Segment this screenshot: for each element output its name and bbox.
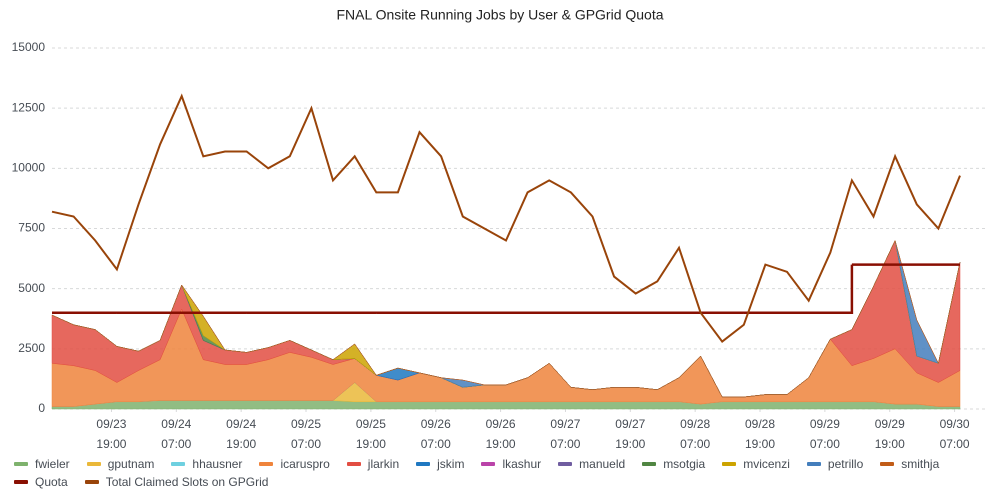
legend-item: msotgia — [642, 455, 705, 473]
x-tick-label: 09/27 19:00 — [615, 417, 646, 451]
legend-item: jskim — [416, 455, 464, 473]
legend-swatch — [880, 462, 895, 466]
x-tick-label: 09/25 07:00 — [291, 417, 322, 451]
legend-swatch — [806, 462, 821, 466]
y-tick-label: 15000 — [12, 40, 46, 54]
legend-label: Total Claimed Slots on GPGrid — [105, 475, 269, 489]
y-tick-label: 12500 — [12, 100, 46, 114]
lines — [51, 93, 961, 344]
legend-item: petrillo — [806, 455, 864, 473]
legend-label: mvicenzi — [743, 457, 790, 471]
legend-label: manueld — [579, 457, 626, 471]
legend-swatch — [84, 480, 99, 484]
x-tick-label: 09/28 07:00 — [680, 417, 711, 451]
area-smithja — [51, 239, 961, 398]
x-tick-label: 09/24 07:00 — [161, 417, 192, 451]
legend-swatch — [346, 462, 361, 466]
y-tick-label: 0 — [38, 401, 45, 415]
legend-item: icaruspro — [259, 455, 330, 473]
legend-item: jlarkin — [346, 455, 400, 473]
legend-item: lkashur — [481, 455, 541, 473]
legend-item: hhausner — [171, 455, 242, 473]
legend-label: fwieler — [35, 457, 70, 471]
x-tick-label: 09/26 07:00 — [420, 417, 451, 451]
legend: fwieler gputnam hhausner icaruspro jlarkin js… — [14, 455, 989, 491]
x-tick-label: 09/23 19:00 — [96, 417, 127, 451]
chart: FNAL Onsite Running Jobs by User & GPGri… — [12, 7, 988, 415]
x-tick-label: 09/27 07:00 — [550, 417, 581, 451]
legend-swatch — [259, 462, 274, 466]
x-tick-label: 09/29 07:00 — [809, 417, 840, 451]
chart-title: FNAL Onsite Running Jobs by User & GPGri… — [336, 7, 663, 23]
legend-item: Total Claimed Slots on GPGrid — [84, 473, 269, 491]
legend-item: smithja — [880, 455, 939, 473]
y-tick-label: 5000 — [18, 281, 45, 295]
legend-item: gputnam — [86, 455, 155, 473]
x-tick-label: 09/30 07:00 — [939, 417, 970, 451]
legend-label: smithja — [901, 457, 940, 471]
legend-item: mvicenzi — [722, 455, 790, 473]
legend-swatch — [14, 462, 28, 466]
y-tick-label: 10000 — [12, 161, 46, 175]
x-tick-label: 09/26 19:00 — [485, 417, 516, 451]
legend-item: Quota — [14, 473, 68, 491]
x-tick-label: 09/29 19:00 — [874, 417, 905, 451]
legend-swatch — [86, 462, 101, 466]
legend-swatch — [558, 462, 573, 466]
line-total — [51, 93, 961, 344]
x-tick-label: 09/24 19:00 — [226, 417, 257, 451]
legend-swatch — [14, 480, 28, 484]
legend-label: lkashur — [502, 457, 542, 471]
legend-swatch — [416, 462, 431, 466]
legend-swatch — [722, 462, 737, 466]
legend-swatch — [642, 462, 657, 466]
legend-label: Quota — [35, 475, 68, 489]
legend-label: icaruspro — [280, 457, 330, 471]
legend-item: manueld — [558, 455, 625, 473]
legend-label: hhausner — [192, 457, 243, 471]
areas — [51, 239, 961, 410]
legend-label: jskim — [437, 457, 465, 471]
legend-label: jlarkin — [367, 457, 400, 471]
y-tick-label: 7500 — [18, 221, 45, 235]
legend-swatch — [481, 462, 496, 466]
y-tick-label: 2500 — [18, 341, 45, 355]
legend-item: fwieler — [14, 455, 70, 473]
x-tick-label: 09/25 19:00 — [355, 417, 386, 451]
legend-label: msotgia — [663, 457, 706, 471]
legend-label: gputnam — [107, 457, 155, 471]
line-quota — [52, 263, 960, 314]
legend-label: petrillo — [827, 457, 864, 471]
legend-swatch — [171, 462, 186, 466]
x-tick-label: 09/28 19:00 — [745, 417, 776, 451]
